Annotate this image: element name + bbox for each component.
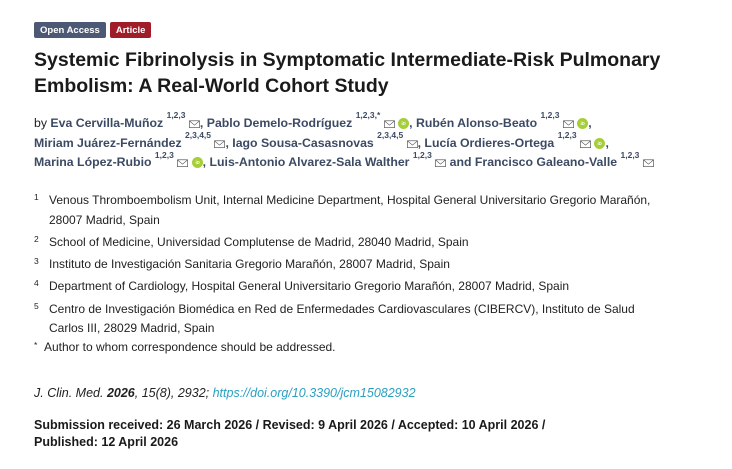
svg-text:iD: iD xyxy=(581,121,585,126)
svg-text:iD: iD xyxy=(598,141,602,146)
svg-text:iD: iD xyxy=(195,161,199,166)
svg-text:iD: iD xyxy=(402,121,406,126)
